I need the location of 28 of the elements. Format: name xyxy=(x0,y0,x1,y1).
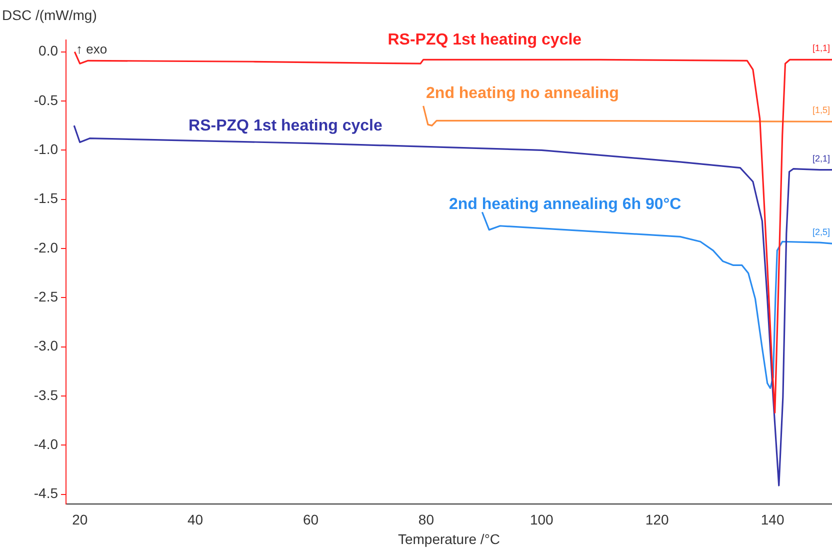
y-tick-label: -3.5 xyxy=(34,386,58,403)
y-tick-label: -1.5 xyxy=(34,190,58,206)
x-tick-label: 80 xyxy=(418,511,434,528)
x-tick-label: 60 xyxy=(302,511,319,528)
y-tick-label: -0.5 xyxy=(34,92,58,108)
annotation: [1,1] xyxy=(812,43,830,54)
annotation: [1,5] xyxy=(812,105,830,116)
y-tick-label: -2.0 xyxy=(34,239,58,256)
annotation: [2,1] xyxy=(812,153,830,164)
x-tick-label: 140 xyxy=(760,511,784,528)
y-tick-label: -2.5 xyxy=(34,288,58,305)
y-tick-label: -4.5 xyxy=(34,485,58,502)
y-tick-label: -1.0 xyxy=(34,141,58,158)
y-tick-label: -4.0 xyxy=(34,436,58,452)
x-tick-label: 120 xyxy=(645,511,669,528)
x-axis-title: Temperature /°C xyxy=(398,530,500,547)
annotation: [2,5] xyxy=(812,227,830,238)
y-axis-title: DSC /(mW/mg) xyxy=(2,6,97,23)
x-tick-label: 20 xyxy=(72,511,88,528)
series-label: 2nd heating no annealing xyxy=(426,84,619,102)
series-label: RS-PZQ 1st heating cycle xyxy=(188,117,382,134)
y-tick-label: 0.0 xyxy=(38,42,58,59)
x-tick-label: 100 xyxy=(530,511,554,528)
series-label: RS-PZQ 1st heating cycle xyxy=(388,31,582,48)
annotation: ↑ exo xyxy=(76,42,108,57)
series-label: 2nd heating annealing 6h 90°C xyxy=(449,196,682,214)
y-tick-label: -3.0 xyxy=(34,338,58,354)
x-tick-label: 40 xyxy=(188,511,204,528)
